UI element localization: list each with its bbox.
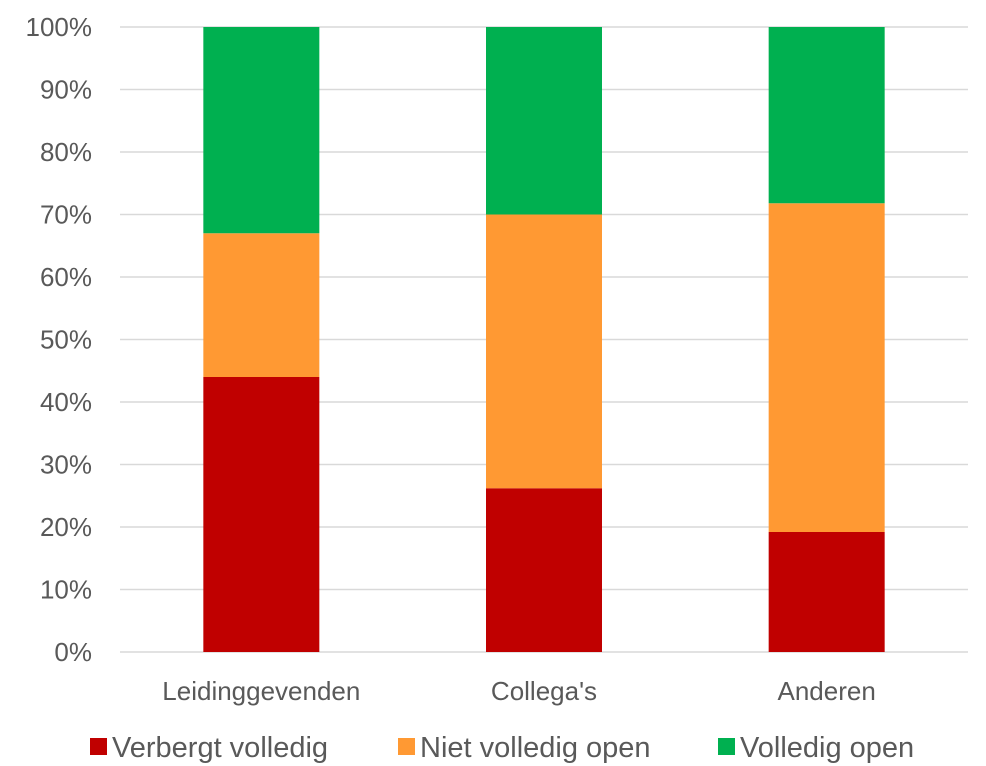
y-tick-label: 70%	[40, 200, 92, 230]
y-tick-label: 40%	[40, 387, 92, 417]
bar-collega-s-niet-volledig-open	[486, 214, 602, 489]
y-tick-label: 50%	[40, 325, 92, 355]
bar-collega-s-volledig-open	[486, 27, 602, 215]
y-tick-label: 80%	[40, 137, 92, 167]
x-category-label: Anderen	[778, 676, 876, 706]
bar-anderen-verbergt-volledig	[768, 532, 885, 652]
legend-label-verbergt-volledig: Verbergt volledig	[112, 732, 328, 764]
x-category-label: Collega's	[491, 676, 597, 706]
y-tick-label: 0%	[54, 637, 92, 667]
y-axis-tick-labels: 0% 10% 20% 30% 40% 50% 60% 70% 80% 90% 100%	[26, 12, 93, 667]
y-tick-label: 100%	[26, 12, 93, 42]
legend: Verbergt volledig Niet volledig open Volle…	[90, 732, 914, 764]
y-tick-label: 30%	[40, 450, 92, 480]
y-tick-label: 90%	[40, 75, 92, 105]
y-tick-label: 60%	[40, 262, 92, 292]
bar-anderen-niet-volledig-open	[768, 203, 885, 532]
bar-collega-s-verbergt-volledig	[486, 488, 602, 652]
y-tick-label: 20%	[40, 512, 92, 542]
bars	[203, 27, 885, 652]
legend-swatch-niet-volledig-open	[398, 738, 415, 755]
legend-swatch-verbergt-volledig	[90, 738, 107, 755]
legend-swatch-volledig-open	[718, 738, 735, 755]
y-tick-label: 10%	[40, 575, 92, 605]
x-category-label: Leidinggevenden	[162, 676, 360, 706]
legend-label-niet-volledig-open: Niet volledig open	[420, 732, 651, 764]
bar-anderen-volledig-open	[768, 27, 885, 204]
bar-leidinggevenden-volledig-open	[203, 27, 320, 234]
legend-label-volledig-open: Volledig open	[740, 732, 914, 764]
x-axis-category-labels: Leidinggevenden Collega's Anderen	[162, 676, 876, 706]
bar-leidinggevenden-niet-volledig-open	[203, 233, 320, 377]
bar-leidinggevenden-verbergt-volledig	[203, 377, 320, 652]
